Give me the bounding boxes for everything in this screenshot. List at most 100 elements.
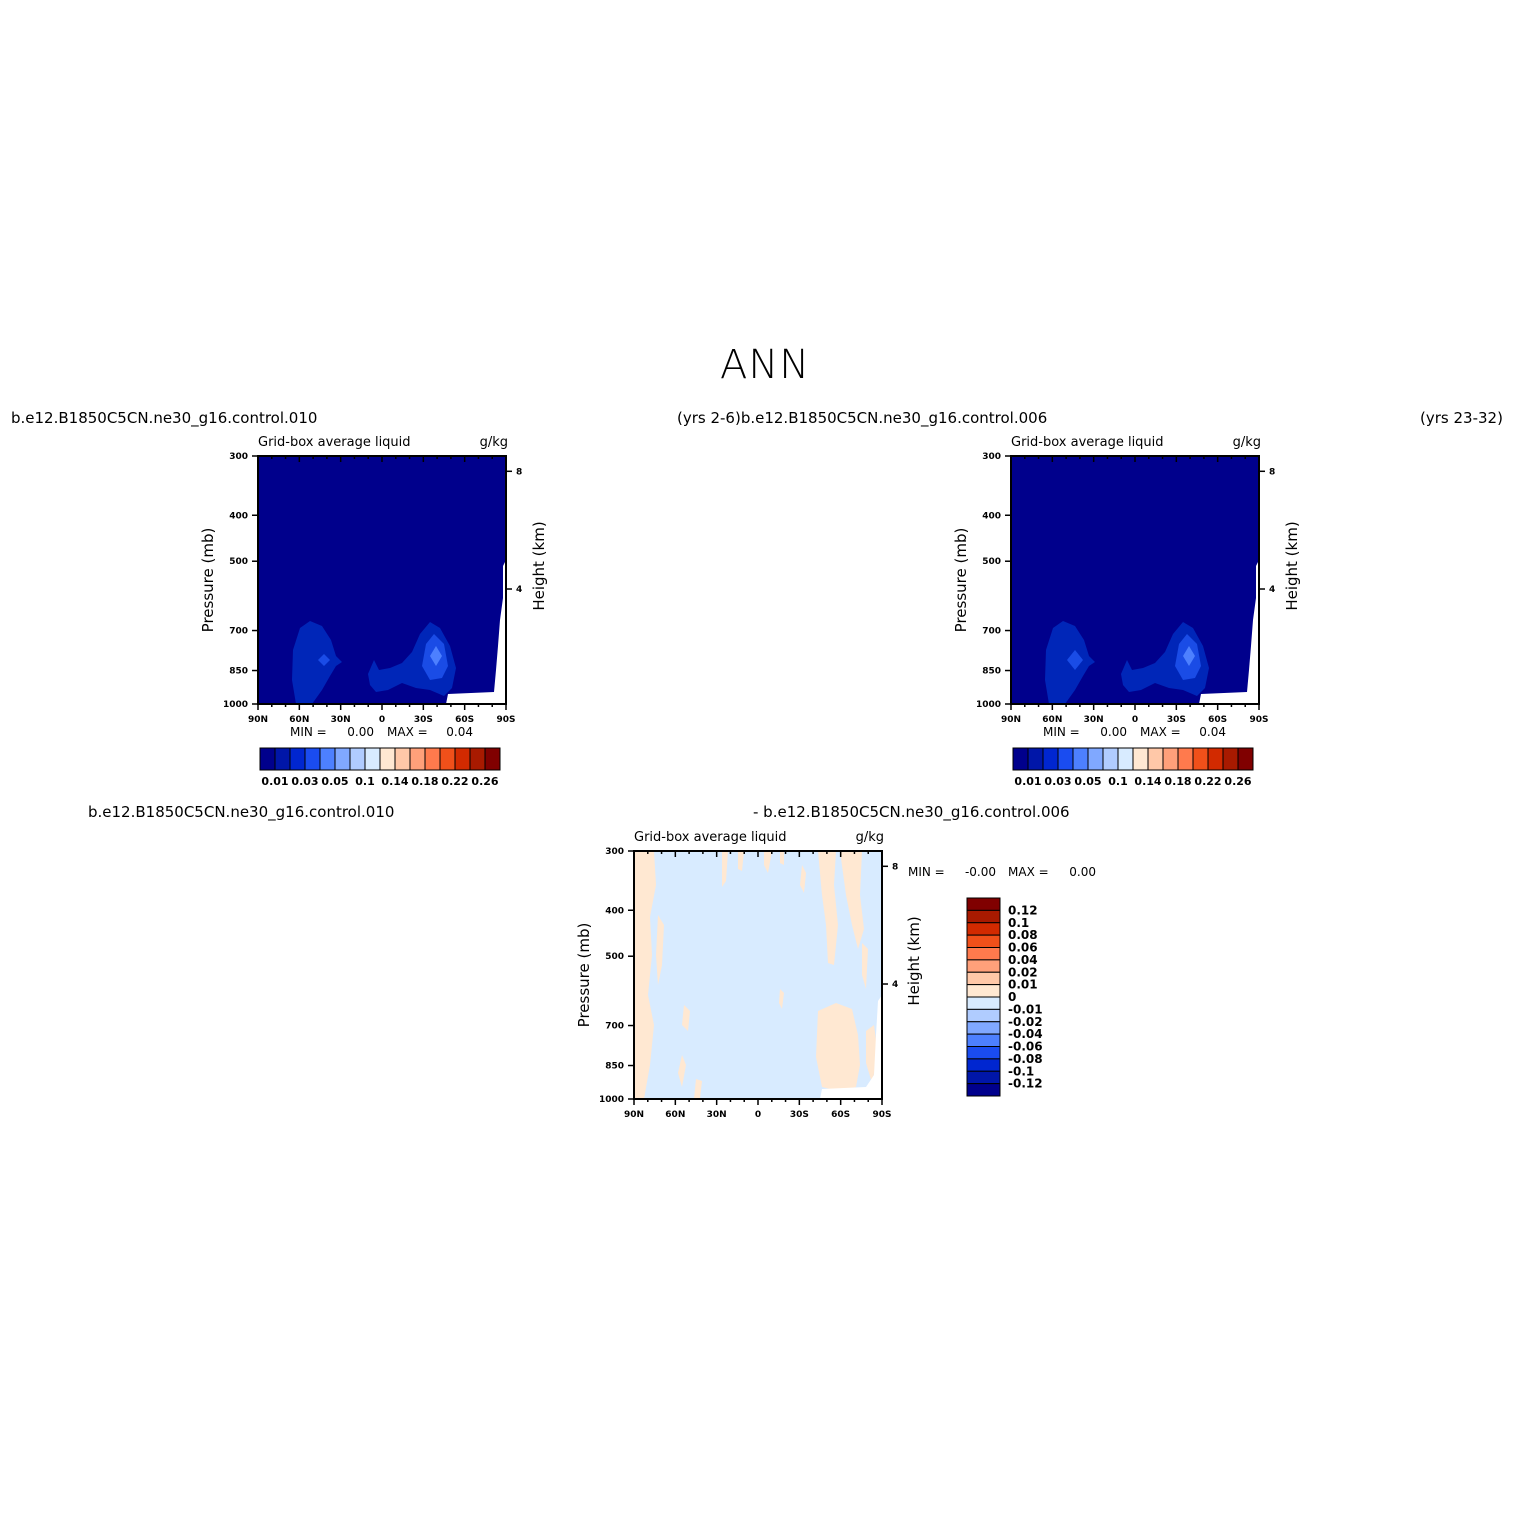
left-axis-label: Pressure (mb)	[199, 528, 217, 633]
colorbar-swatch	[966, 971, 1001, 986]
colorbar-swatch	[1237, 747, 1254, 771]
max-label: MAX =	[1008, 865, 1049, 879]
colorbar-swatch	[274, 747, 291, 771]
y-tick-label: 500	[229, 557, 248, 567]
colorbar-label: -0.1	[1008, 1064, 1034, 1078]
x-tick-label: 90N	[248, 715, 268, 725]
colorbar-label: 0.14	[381, 775, 408, 788]
colorbar-label: 0.08	[1008, 928, 1038, 942]
liquid-panel-case-006: Grid-box average liquid g/kg 90N 60N 30N 0 3…	[952, 435, 1301, 788]
contour-45s-inner	[1183, 646, 1195, 666]
colorbar-swatch	[1222, 747, 1239, 771]
page-title: ANN	[720, 342, 811, 388]
height-tick-label: 4	[892, 980, 898, 990]
panel-title: Grid-box average liquid	[1011, 435, 1164, 450]
y-tick-label: 300	[229, 452, 248, 462]
colorbar-swatch	[966, 1033, 1001, 1047]
y-tick-label: 1000	[599, 1095, 624, 1105]
colorbar-label: 0.04	[1008, 953, 1038, 967]
y-tick-label: 700	[605, 1022, 624, 1032]
height-tick-label: 4	[516, 585, 522, 595]
height-tick-label: 8	[516, 467, 522, 477]
masked-region	[446, 560, 506, 704]
colorbar-swatch	[1072, 747, 1089, 771]
top-middle-case-title: (yrs 2-6)b.e12.B1850C5CN.ne30_g16.contro…	[677, 409, 1048, 427]
colorbar-label: 0.22	[441, 775, 468, 788]
y-tick-label: 400	[229, 511, 248, 521]
positive-streak	[779, 989, 784, 1009]
colorbar-swatch	[259, 747, 276, 771]
colorbar-swatch	[319, 747, 336, 771]
colorbar-swatch	[1177, 747, 1194, 771]
panel-title: Grid-box average liquid	[258, 435, 411, 450]
contour-45n-inner	[1067, 650, 1083, 670]
x-tick-label: 90N	[1001, 715, 1021, 725]
positive-streak	[634, 851, 656, 1099]
top-left-case-title: b.e12.B1850C5CN.ne30_g16.control.010	[11, 409, 318, 427]
colorbar-label: 0.02	[1008, 965, 1038, 979]
y-tick-label: 700	[229, 627, 248, 637]
colorbar-swatch	[334, 747, 351, 771]
colorbar-swatch	[289, 747, 306, 771]
colorbar-label: 0	[1008, 990, 1016, 1004]
colorbar-swatch	[394, 747, 411, 771]
colorbar-label: 0.05	[321, 775, 348, 788]
colorbar-swatch	[304, 747, 321, 771]
masked-region	[1199, 560, 1259, 704]
x-tick-label: 90S	[1249, 715, 1268, 725]
x-tick-label: 60S	[455, 715, 474, 725]
colorbar-swatch	[966, 922, 1001, 936]
colorbar-label: 0.22	[1194, 775, 1221, 788]
colorbar-swatch	[379, 747, 396, 771]
colorbar-swatch	[966, 1070, 1001, 1085]
x-tick-label: 60S	[831, 1110, 850, 1120]
colorbar-swatch	[424, 747, 441, 771]
colorbar-label: 0.01	[1008, 978, 1038, 992]
colorbar-label: 0.26	[1224, 775, 1251, 788]
colorbar-swatch	[1102, 747, 1119, 771]
colorbar-label: 0.03	[1044, 775, 1071, 788]
right-axis-label: Height (km)	[905, 916, 923, 1005]
max-value: 0.00	[1069, 865, 1096, 879]
colorbar-swatch	[1027, 747, 1044, 771]
max-label: MAX =	[1140, 725, 1181, 739]
colorbar-label: 0.03	[291, 775, 318, 788]
positive-streak	[780, 851, 784, 865]
liquid-panel-case-010: Grid-box average liquid g/kg 90N 60N 30N 0 3…	[199, 435, 548, 788]
height-tick-label: 8	[892, 862, 898, 872]
colorbar-swatch	[1057, 747, 1074, 771]
y-tick-label: 300	[982, 452, 1001, 462]
y-tick-label: 300	[605, 847, 624, 857]
colorbar-label: -0.01	[1008, 1002, 1043, 1016]
colorbar-label: -0.04	[1008, 1027, 1043, 1041]
min-label: MIN =	[1043, 725, 1080, 739]
y-tick-label: 400	[982, 511, 1001, 521]
units-label: g/kg	[1233, 435, 1261, 450]
x-tick-label: 30N	[707, 1110, 727, 1120]
colorbar-swatch	[966, 909, 1001, 924]
positive-streak	[722, 851, 728, 887]
y-tick-label: 700	[982, 627, 1001, 637]
right-axis-label: Height (km)	[1283, 521, 1301, 610]
colorbar-swatch	[966, 934, 1001, 948]
colorbar-label: 0.01	[1014, 775, 1041, 788]
positive-streak	[818, 851, 838, 965]
colorbar-swatch	[484, 747, 501, 771]
colorbar-label: 0.06	[1008, 941, 1038, 955]
min-value: 0.00	[1100, 725, 1127, 739]
colorbar-swatch	[1117, 747, 1134, 771]
colorbar-swatch	[1012, 747, 1029, 771]
colorbar-label: 0.18	[411, 775, 438, 788]
colorbar-swatch	[409, 747, 426, 771]
y-tick-label: 500	[982, 557, 1001, 567]
contour-45n-outer	[292, 621, 342, 704]
colorbar-swatch	[364, 747, 381, 771]
x-tick-label: 60S	[1208, 715, 1227, 725]
positive-streak	[764, 851, 772, 873]
x-tick-label: 30S	[414, 715, 433, 725]
positive-streak	[862, 943, 868, 989]
colorbar-label: 0.1	[1108, 775, 1128, 788]
positive-streak	[816, 1003, 860, 1091]
masked-region	[820, 995, 882, 1099]
colorbar-swatch	[1087, 747, 1104, 771]
